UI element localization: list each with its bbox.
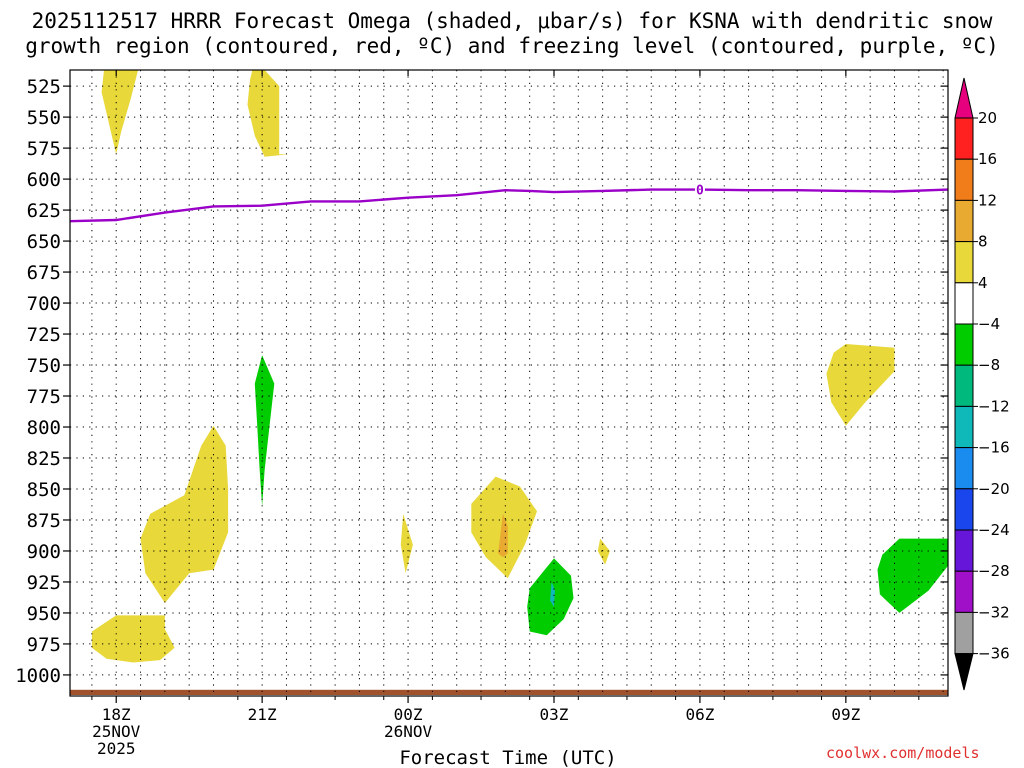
colorbar-label: −20 [978, 480, 1010, 498]
x-tick-label: 03Z [540, 705, 569, 724]
omega-shading [91, 70, 948, 663]
colorbar-swatch-13 [954, 611, 974, 655]
colorbar: 20 16 12 8 4 −4 −8 −12 −16 −20 −24 −28 −32 −36 [954, 77, 1010, 691]
freezing-level-contour: 0 [70, 183, 948, 223]
y-tick-label: 800 [27, 417, 61, 439]
x-axis-label: Forecast Time (UTC) [399, 747, 616, 768]
y-tick-label: 550 [27, 107, 61, 129]
y-tick-label: 725 [27, 324, 61, 346]
colorbar-label: 12 [978, 191, 997, 209]
x-tick-label: 26NOV [384, 722, 433, 741]
omega-area-12 [550, 582, 555, 607]
chart-title-line1: 2025112517 HRRR Forecast Omega (shaded, … [31, 9, 993, 33]
colorbar-label: −32 [978, 603, 1010, 621]
colorbar-bottom-arrow [954, 653, 974, 691]
colorbar-swatch-12 [954, 570, 974, 613]
colorbar-label: −12 [978, 397, 1010, 415]
y-axis: 525 550 575 600 625 650 675 700 725 750 775 800 825 8… [15, 76, 948, 687]
colorbar-top-arrow [954, 77, 974, 119]
colorbar-label: −24 [978, 521, 1010, 539]
omega-area-1 [101, 70, 139, 155]
colorbar-swatch-9 [954, 447, 974, 490]
omega-area-13 [877, 538, 948, 613]
omega-area-9 [597, 538, 610, 565]
y-tick-label: 975 [27, 634, 61, 656]
freezing-level-line [70, 188, 948, 223]
colorbar-label: −36 [978, 645, 1010, 663]
omega-area-3 [826, 344, 895, 426]
colorbar-label: 20 [978, 109, 997, 127]
terrain-surface [70, 689, 948, 695]
y-tick-label: 775 [27, 386, 61, 408]
colorbar-swatch-8 [954, 405, 974, 449]
x-tick-label: 09Z [831, 705, 860, 724]
omega-area-5 [91, 615, 175, 663]
omega-area-4 [140, 425, 229, 603]
x-tick-label: 06Z [685, 705, 714, 724]
colorbar-label: −4 [978, 315, 1000, 333]
colorbar-swatch-2 [954, 158, 974, 201]
y-tick-label: 600 [27, 169, 61, 191]
colorbar-label: 4 [978, 274, 988, 292]
y-tick-label: 1000 [15, 665, 61, 687]
terrain-layer [70, 689, 948, 695]
colorbar-label: 16 [978, 150, 997, 168]
colorbar-label: −28 [978, 562, 1010, 580]
freezing-level-label: 0 [696, 184, 704, 199]
y-tick-label: 700 [27, 293, 61, 315]
omega-area-11 [527, 558, 574, 636]
colorbar-swatch-11 [954, 529, 974, 572]
colorbar-swatch-7 [954, 364, 974, 407]
colorbar-label: 8 [978, 233, 988, 251]
colorbar-swatch-3 [954, 199, 974, 243]
y-tick-label: 825 [27, 448, 61, 470]
y-tick-label: 575 [27, 138, 61, 160]
freezing-level-label-bg [694, 183, 705, 196]
y-tick-label: 625 [27, 200, 61, 222]
colorbar-swatch-6 [954, 323, 974, 366]
y-tick-label: 950 [27, 603, 61, 625]
colorbar-swatch-1 [954, 117, 974, 160]
credit-text: coolwx.com/models [826, 744, 980, 762]
y-tick-label: 675 [27, 262, 61, 284]
x-tick-label: 2025 [97, 739, 136, 758]
chart-title-line2: growth region (contoured, red, ºC) and f… [25, 34, 999, 58]
omega-area-2 [247, 70, 289, 157]
y-tick-label: 650 [27, 231, 61, 253]
y-tick-label: 925 [27, 572, 61, 594]
x-tick-label: 21Z [248, 705, 277, 724]
y-tick-label: 525 [27, 76, 61, 98]
x-tick-label: 00Z [394, 705, 423, 724]
y-tick-label: 875 [27, 510, 61, 532]
x-tick-label: 18Z [102, 705, 131, 724]
colorbar-swatch-10 [954, 488, 974, 531]
colorbar-label: −8 [978, 356, 1000, 374]
y-tick-label: 750 [27, 355, 61, 377]
colorbar-swatch-5 [954, 282, 974, 325]
x-tick-label: 25NOV [92, 722, 141, 741]
omega-area-6 [400, 513, 413, 574]
plot-frame [69, 69, 949, 697]
colorbar-swatch-4 [954, 241, 974, 284]
omega-area-10 [254, 355, 275, 507]
grid-lines [70, 70, 948, 696]
y-tick-label: 850 [27, 479, 61, 501]
y-tick-label: 900 [27, 541, 61, 563]
colorbar-label: −16 [978, 439, 1010, 457]
